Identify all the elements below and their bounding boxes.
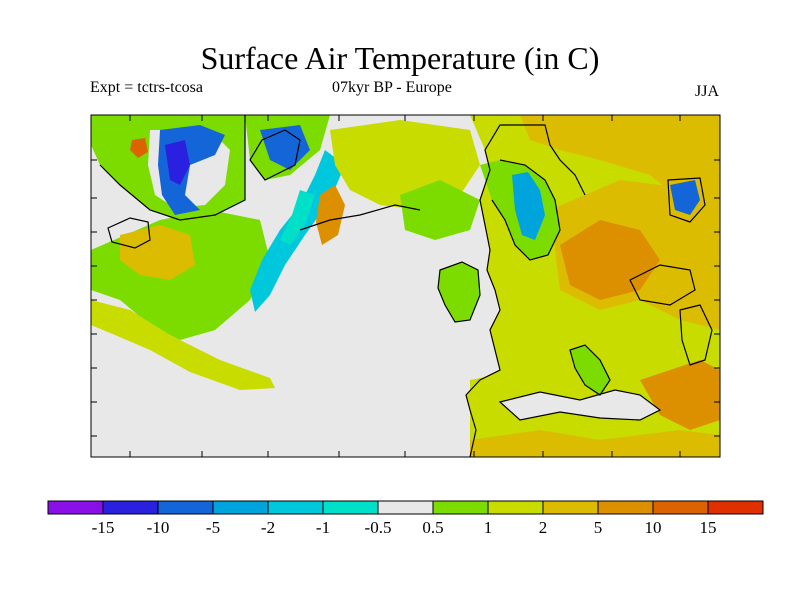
scandinavia-cold-region bbox=[512, 172, 545, 240]
colorbar-swatch bbox=[322, 500, 379, 515]
chart-title: Surface Air Temperature (in C) bbox=[200, 40, 600, 76]
colorbar-swatch bbox=[487, 500, 544, 515]
experiment-label: Expt = tctrs-tcosa bbox=[90, 79, 203, 96]
north-africa-region bbox=[470, 430, 720, 457]
colorbar-label: -2 bbox=[261, 518, 275, 537]
colorbar-label: 10 bbox=[645, 518, 662, 537]
norwegian-sea-aqua bbox=[280, 190, 315, 245]
colorbar-swatch bbox=[102, 500, 159, 515]
greenland-coldest-region bbox=[165, 140, 190, 185]
colorbar-label: -15 bbox=[92, 518, 115, 537]
scandinavia-coastline bbox=[491, 159, 561, 261]
colorbar-swatch bbox=[652, 500, 709, 515]
colorbar-swatch bbox=[707, 500, 764, 515]
colorbar-swatch bbox=[267, 500, 324, 515]
atlantic-southern-band bbox=[91, 300, 275, 390]
colorbar-label: 5 bbox=[594, 518, 603, 537]
italy-land bbox=[570, 345, 610, 395]
greenland-coastline bbox=[99, 115, 246, 221]
eastern-europe-warm-region bbox=[520, 115, 720, 220]
novaya-coastline bbox=[299, 204, 421, 231]
arctic-cold-region bbox=[260, 125, 310, 170]
period-label: 07kyr BP - Europe bbox=[332, 79, 452, 96]
europe-coastline bbox=[465, 124, 586, 457]
colorbar-label: 1 bbox=[484, 518, 493, 537]
svalbard-coastline bbox=[249, 129, 301, 181]
caspian-coastline bbox=[679, 304, 713, 366]
colorbar-label: -5 bbox=[206, 518, 220, 537]
colorbar-swatch bbox=[377, 500, 434, 515]
balkans-orange-region bbox=[640, 360, 720, 430]
colorbar-label: -1 bbox=[316, 518, 330, 537]
coastlines bbox=[99, 115, 713, 457]
map-ticks bbox=[91, 115, 720, 457]
colorbar-label: 15 bbox=[700, 518, 717, 537]
colorbar-swatch bbox=[432, 500, 489, 515]
colorbar-swatch bbox=[597, 500, 654, 515]
colorbar-label: 0.5 bbox=[422, 518, 443, 537]
iceland-coastline bbox=[107, 217, 151, 249]
black-sea-coastline bbox=[629, 264, 696, 306]
italy-coastline bbox=[569, 344, 611, 396]
colorbar-label: -10 bbox=[147, 518, 170, 537]
greenland-warm-spot bbox=[130, 138, 148, 158]
colorbar-swatch bbox=[47, 500, 104, 515]
season-label: JJA bbox=[694, 83, 719, 100]
mediterranean-coastline bbox=[498, 389, 662, 421]
barents-orange-region bbox=[316, 185, 345, 245]
colorbar-label: -0.5 bbox=[365, 518, 392, 537]
colorbar-swatch bbox=[212, 500, 269, 515]
atlantic-warm-band bbox=[120, 225, 195, 280]
finland-coastline bbox=[667, 177, 706, 223]
colorbar-swatch bbox=[157, 500, 214, 515]
british-isles-region bbox=[438, 262, 480, 322]
finland-cold-spot bbox=[670, 180, 700, 215]
kara-sea-green bbox=[400, 180, 480, 240]
british-coastline bbox=[437, 261, 481, 323]
mediterranean-light-region bbox=[500, 390, 660, 420]
colorbar-label: 2 bbox=[539, 518, 548, 537]
colorbar-swatch bbox=[542, 500, 599, 515]
central-europe-orange-region bbox=[560, 220, 660, 300]
